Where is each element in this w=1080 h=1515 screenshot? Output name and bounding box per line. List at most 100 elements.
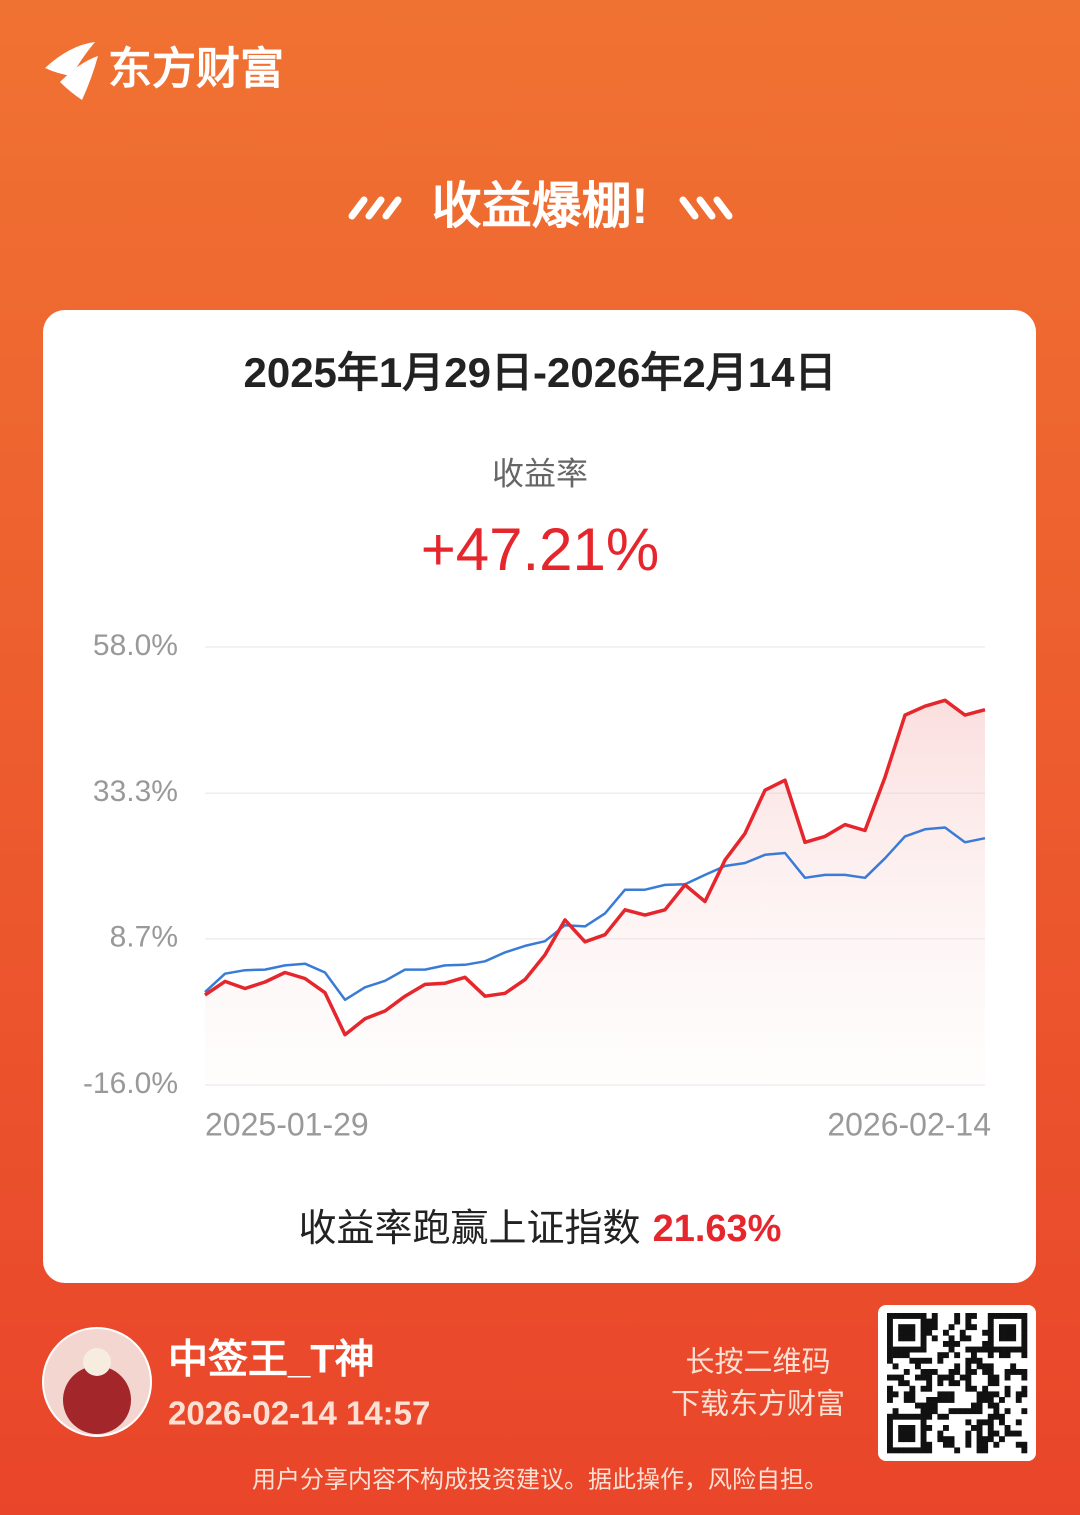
qr-module — [982, 1397, 989, 1403]
qr-module — [931, 1397, 938, 1403]
qr-module — [892, 1408, 899, 1415]
qr-module — [926, 1402, 933, 1409]
qr-module — [1021, 1408, 1028, 1415]
qr-module — [971, 1369, 977, 1375]
qr-module — [898, 1413, 905, 1420]
qr-module — [987, 1318, 994, 1325]
qr-module — [898, 1380, 905, 1387]
qr-module — [1021, 1447, 1028, 1454]
qr-module — [920, 1329, 927, 1336]
qr-module — [976, 1447, 983, 1454]
x-tick-label: 2026-02-14 — [827, 1106, 991, 1142]
qr-module — [926, 1441, 933, 1448]
brand: 东方财富 — [108, 45, 284, 94]
share-time: 2026-02-14 14:57 — [168, 1395, 430, 1432]
qr-module — [920, 1402, 927, 1409]
qr-module — [926, 1318, 933, 1325]
qr-module — [943, 1425, 949, 1431]
qr-module — [887, 1329, 893, 1336]
qr-module — [954, 1447, 961, 1454]
user-name: 中签王_T神 — [168, 1338, 375, 1382]
qr-module — [943, 1329, 949, 1336]
qr-module — [999, 1352, 1005, 1359]
qr-module — [920, 1335, 927, 1342]
qr-module — [965, 1357, 972, 1364]
qr-module — [926, 1425, 933, 1431]
qr-module — [903, 1380, 910, 1387]
qr-module — [943, 1436, 949, 1443]
logo-icon — [45, 42, 98, 100]
qr-module — [931, 1313, 938, 1319]
qr-module — [965, 1346, 972, 1353]
qr-module — [937, 1352, 944, 1359]
qr-module — [993, 1374, 1000, 1381]
qr-module — [920, 1313, 927, 1319]
qr-module — [920, 1385, 927, 1392]
qr-module — [993, 1391, 1000, 1398]
qr-module — [1021, 1324, 1028, 1331]
qr-module — [903, 1391, 910, 1398]
qr-module — [987, 1329, 994, 1336]
qr-module — [993, 1346, 1000, 1353]
y-tick-label: -16.0% — [83, 1067, 178, 1100]
qr-module — [943, 1413, 949, 1420]
qr-module — [993, 1408, 1000, 1415]
qr-module — [887, 1313, 893, 1319]
qr-module — [887, 1385, 893, 1392]
qr-module — [903, 1413, 910, 1420]
qr-module — [982, 1369, 989, 1375]
metric-value: +47.21% — [421, 516, 660, 583]
qr-module — [1004, 1352, 1011, 1359]
qr-module — [887, 1447, 893, 1454]
qr-module — [987, 1413, 994, 1420]
qr-module — [1015, 1397, 1022, 1403]
qr-module — [982, 1363, 989, 1370]
qr-module — [887, 1341, 893, 1347]
qr-module — [965, 1430, 972, 1437]
qr-module — [976, 1357, 983, 1364]
qr-module — [999, 1329, 1005, 1336]
qr-module — [965, 1380, 972, 1387]
banner-slashes — [348, 196, 733, 220]
qr-module — [965, 1436, 972, 1443]
qr-module — [1004, 1408, 1011, 1415]
qr-module — [948, 1346, 955, 1353]
qr-module — [987, 1402, 994, 1409]
qr-module — [937, 1430, 944, 1437]
x-tick-label: 2025-01-29 — [205, 1106, 369, 1142]
qr-module — [898, 1430, 905, 1437]
qr-module — [987, 1391, 994, 1398]
qr-module — [987, 1341, 994, 1347]
qr-module — [1004, 1329, 1011, 1336]
qr-module — [1015, 1346, 1022, 1353]
qr-module — [982, 1441, 989, 1448]
qr-module — [915, 1363, 921, 1370]
qr-module — [915, 1346, 921, 1353]
qr-module — [965, 1374, 972, 1381]
qr-module — [887, 1318, 893, 1325]
qr-module — [909, 1385, 916, 1392]
qr-module — [903, 1397, 910, 1403]
qr-module — [909, 1430, 916, 1437]
compare-text: 收益率跑赢上证指数 — [299, 1208, 641, 1250]
qr-module — [965, 1369, 972, 1375]
qr-module — [920, 1374, 927, 1381]
metric-label: 收益率 — [492, 455, 588, 491]
series-line — [204, 698, 986, 1037]
qr-module — [982, 1436, 989, 1443]
qr-module — [1004, 1324, 1011, 1331]
qr-module — [965, 1335, 972, 1342]
qr-module — [1015, 1430, 1022, 1437]
qr-module — [903, 1352, 910, 1359]
qr-module — [976, 1363, 983, 1370]
qr-module — [971, 1402, 977, 1409]
qr-module — [948, 1408, 955, 1415]
date-range: 2025年1月29日-2026年2月14日 — [243, 349, 836, 396]
qr-module — [993, 1313, 1000, 1319]
qr-module — [1021, 1329, 1028, 1336]
qr-module — [965, 1318, 972, 1325]
qr-module — [892, 1391, 899, 1398]
qr-module — [898, 1313, 905, 1319]
qr-module — [943, 1352, 949, 1359]
